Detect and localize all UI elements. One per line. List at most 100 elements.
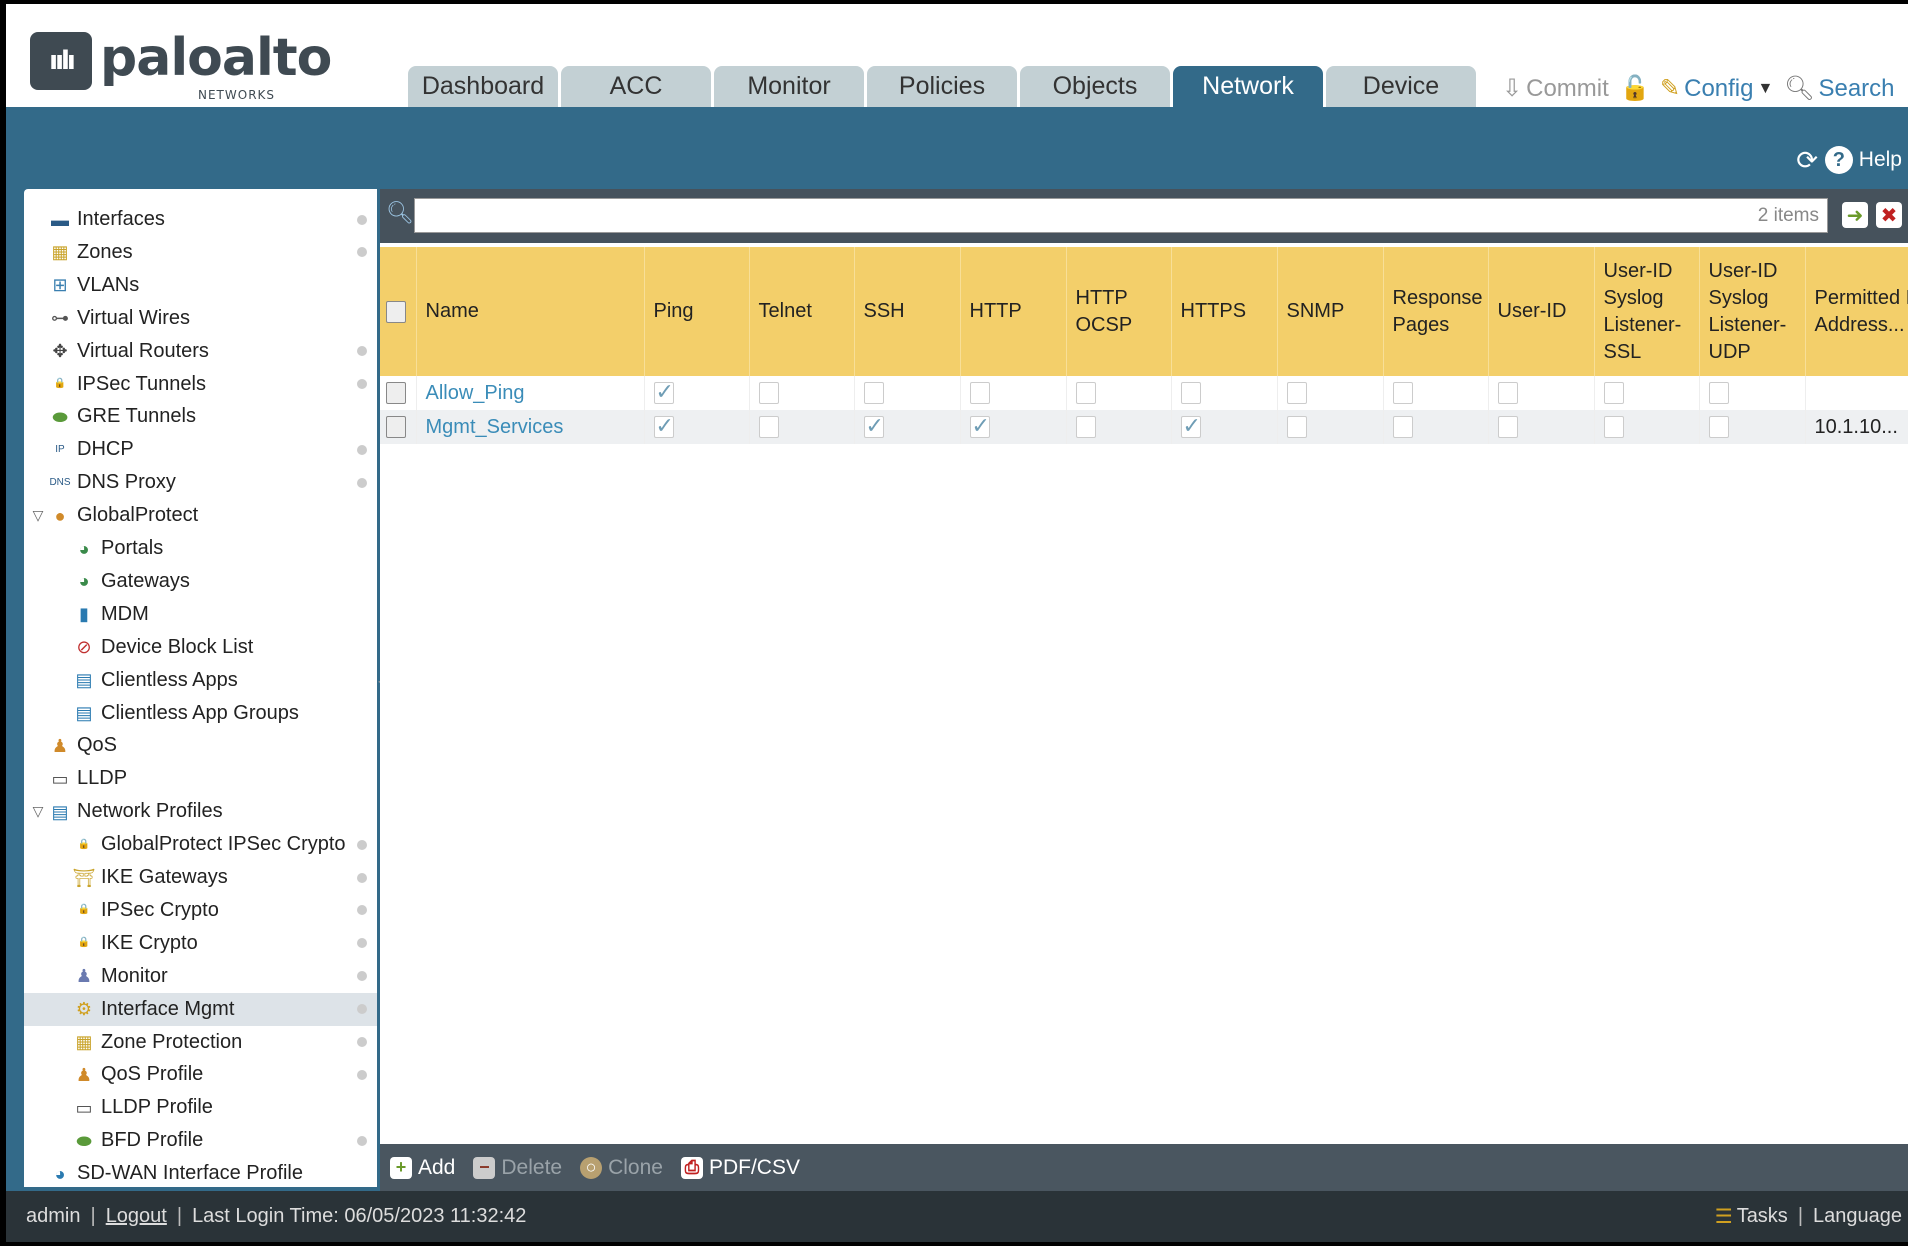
sidebar-item-gateways[interactable]: ◕ Gateways: [24, 565, 377, 598]
logout-link[interactable]: Logout: [105, 1205, 167, 1227]
sidebar-item-mdm[interactable]: ▮ MDM: [24, 598, 377, 631]
sidebar-item-dns-proxy[interactable]: DNS DNS Proxy: [24, 466, 377, 499]
apply-filter-icon[interactable]: ➜: [1842, 202, 1868, 228]
row-select-checkbox[interactable]: [386, 382, 406, 405]
column-header-name[interactable]: Name: [416, 247, 645, 376]
search-button[interactable]: 🔍︎ Search: [1784, 74, 1895, 103]
sidebar-item-interface-mgmt[interactable]: ⚙ Interface Mgmt: [24, 992, 377, 1026]
sidebar-item-dhcp[interactable]: IP DHCP: [24, 433, 377, 466]
tasks-button[interactable]: ☰ Tasks: [1715, 1204, 1788, 1229]
profile-name-link[interactable]: Mgmt_Services: [425, 415, 564, 438]
sidebar-item-qos[interactable]: ♟ QoS: [24, 729, 377, 762]
row-select-checkbox[interactable]: [386, 416, 406, 439]
sidebar-item-interfaces[interactable]: ▬ Interfaces: [24, 203, 377, 236]
sidebar-item-network-profiles[interactable]: ▽ ▤ Network Profiles: [24, 795, 377, 828]
sidebar-item-sd-wan-interface-profile[interactable]: ◕ SD-WAN Interface Profile: [24, 1157, 377, 1187]
sidebar-item-zones[interactable]: ▦ Zones: [24, 236, 377, 269]
help-label: Help: [1858, 148, 1902, 171]
sidebar-item-label: IKE Gateways: [101, 866, 228, 888]
sidebar-item-clientless-app-groups[interactable]: ▤ Clientless App Groups: [24, 697, 377, 730]
sidebar-item-lldp[interactable]: ▭ LLDP: [24, 762, 377, 795]
logo-mark-icon: ıılı: [30, 32, 92, 90]
help-button[interactable]: ? Help: [1824, 146, 1902, 174]
sidebar-item-clientless-apps[interactable]: ▤ Clientless Apps: [24, 664, 377, 697]
column-header-telnet[interactable]: Telnet: [749, 247, 855, 376]
table-row[interactable]: Mgmt_Services 10.1.10...: [380, 410, 1908, 444]
sidebar-item-globalprotect-ipsec-crypto[interactable]: 🔒 GlobalProtect IPSec Crypto: [24, 828, 377, 861]
sidebar-item-label: BFD Profile: [101, 1129, 204, 1152]
add-button[interactable]: + Add: [390, 1156, 455, 1180]
sidebar-item-ipsec-crypto[interactable]: 🔒 IPSec Crypto: [24, 894, 377, 927]
unchecked-checkbox: [863, 382, 884, 405]
sidebar-item-virtual-routers[interactable]: ✥ Virtual Routers: [24, 335, 377, 368]
sidebar-item-monitor[interactable]: ♟ Monitor: [24, 960, 377, 993]
column-header-https[interactable]: HTTPS: [1171, 247, 1278, 376]
sidebar-item-ipsec-tunnels[interactable]: 🔒 IPSec Tunnels: [24, 368, 377, 401]
sidebar-item-label: GlobalProtect: [77, 504, 199, 527]
service-cell: [644, 376, 750, 410]
name-cell: Mgmt_Services: [416, 410, 645, 444]
column-header-http[interactable]: HTTP: [960, 247, 1067, 376]
filter-input[interactable]: 2 items: [414, 198, 1828, 233]
commit-button[interactable]: ⇩ Commit: [1502, 74, 1609, 103]
item-count: 2 items: [1757, 204, 1819, 226]
unchecked-checkbox: [1392, 382, 1413, 405]
sidebar-item-virtual-wires[interactable]: ⊶ Virtual Wires: [24, 302, 377, 335]
column-header-user-id-syslog-listener-ssl[interactable]: User-ID Syslog Listener-SSL: [1594, 247, 1700, 376]
tab-network[interactable]: Network: [1173, 66, 1323, 107]
column-header-ssh[interactable]: SSH: [854, 247, 961, 376]
clone-button[interactable]: ○ Clone: [580, 1156, 663, 1180]
delete-button[interactable]: − Delete: [473, 1156, 562, 1180]
sidebar-item-globalprotect[interactable]: ▽ ● GlobalProtect: [24, 499, 377, 532]
lock-button[interactable]: 🔓: [1620, 74, 1650, 103]
last-login: Last Login Time: 06/05/2023 11:32:42: [192, 1205, 527, 1227]
sidebar-item-label: Clientless App Groups: [101, 701, 299, 724]
sidebar-item-label: Zone Protection: [101, 1030, 243, 1053]
status-dot: [357, 477, 367, 488]
sidebar-item-bfd-profile[interactable]: ⬬ BFD Profile: [24, 1124, 377, 1157]
sidebar-item-device-block-list[interactable]: ⊘ Device Block List: [24, 631, 377, 664]
sidebar-item-label: Network Profiles: [77, 800, 223, 823]
clear-filter-icon[interactable]: ✖: [1876, 202, 1902, 228]
checked-checkbox: [653, 379, 674, 405]
status-dot: [357, 938, 367, 949]
column-header-snmp[interactable]: SNMP: [1277, 247, 1384, 376]
config-icon: ✎: [1660, 75, 1681, 102]
tab-device[interactable]: Device: [1326, 66, 1476, 107]
status-dot: [357, 1037, 367, 1047]
ike-gateways-icon: ⛩: [72, 867, 96, 888]
sidebar-item-ike-crypto[interactable]: 🔒 IKE Crypto: [24, 927, 377, 960]
sidebar-item-ike-gateways[interactable]: ⛩ IKE Gateways: [24, 861, 377, 894]
column-header-user-id-syslog-listener-udp[interactable]: User-ID Syslog Listener-UDP: [1699, 247, 1806, 376]
sidebar-item-label: Gateways: [101, 569, 190, 592]
sidebar-item-zone-protection[interactable]: ▦ Zone Protection: [24, 1026, 377, 1059]
tab-policies[interactable]: Policies: [867, 66, 1017, 107]
config-menu[interactable]: ✎ Config ▼: [1660, 74, 1773, 103]
column-header-permitted-ip-address-[interactable]: Permitted IP Address...: [1805, 247, 1908, 376]
language-button[interactable]: Language: [1813, 1205, 1902, 1227]
column-header-ping[interactable]: Ping: [644, 247, 750, 376]
column-header-user-id[interactable]: User-ID: [1488, 247, 1595, 376]
profile-name-link[interactable]: Allow_Ping: [425, 381, 525, 404]
sidebar-item-lldp-profile[interactable]: ▭ LLDP Profile: [24, 1091, 377, 1124]
sidebar-item-qos-profile[interactable]: ♟ QoS Profile: [24, 1058, 377, 1091]
tab-acc[interactable]: ACC: [561, 66, 711, 107]
expand-toggle-icon[interactable]: ▽: [32, 803, 44, 820]
tab-monitor[interactable]: Monitor: [714, 66, 864, 107]
tab-dashboard[interactable]: Dashboard: [408, 66, 558, 107]
column-header-response-pages[interactable]: Response Pages: [1383, 247, 1489, 376]
lldp-icon: ▭: [51, 768, 69, 789]
tab-objects[interactable]: Objects: [1020, 66, 1170, 107]
pdf-csv-button[interactable]: ⎙ PDF/CSV: [680, 1156, 800, 1180]
status-dot: [357, 872, 367, 883]
expand-toggle-icon[interactable]: ▽: [32, 507, 44, 524]
refresh-icon[interactable]: ⟳: [1796, 146, 1818, 176]
sidebar-item-gre-tunnels[interactable]: ⬬ GRE Tunnels: [24, 400, 377, 433]
table-row[interactable]: Allow_Ping: [380, 376, 1908, 410]
sidebar-item-portals[interactable]: ◕ Portals: [24, 532, 377, 565]
unchecked-checkbox: [1708, 382, 1729, 405]
sidebar-item-vlans[interactable]: ⊞ VLANs: [24, 269, 377, 302]
sidebar-item-label: SD-WAN Interface Profile: [77, 1162, 303, 1185]
column-header-http-ocsp[interactable]: HTTP OCSP: [1066, 247, 1172, 376]
select-all-checkbox[interactable]: [386, 300, 406, 323]
